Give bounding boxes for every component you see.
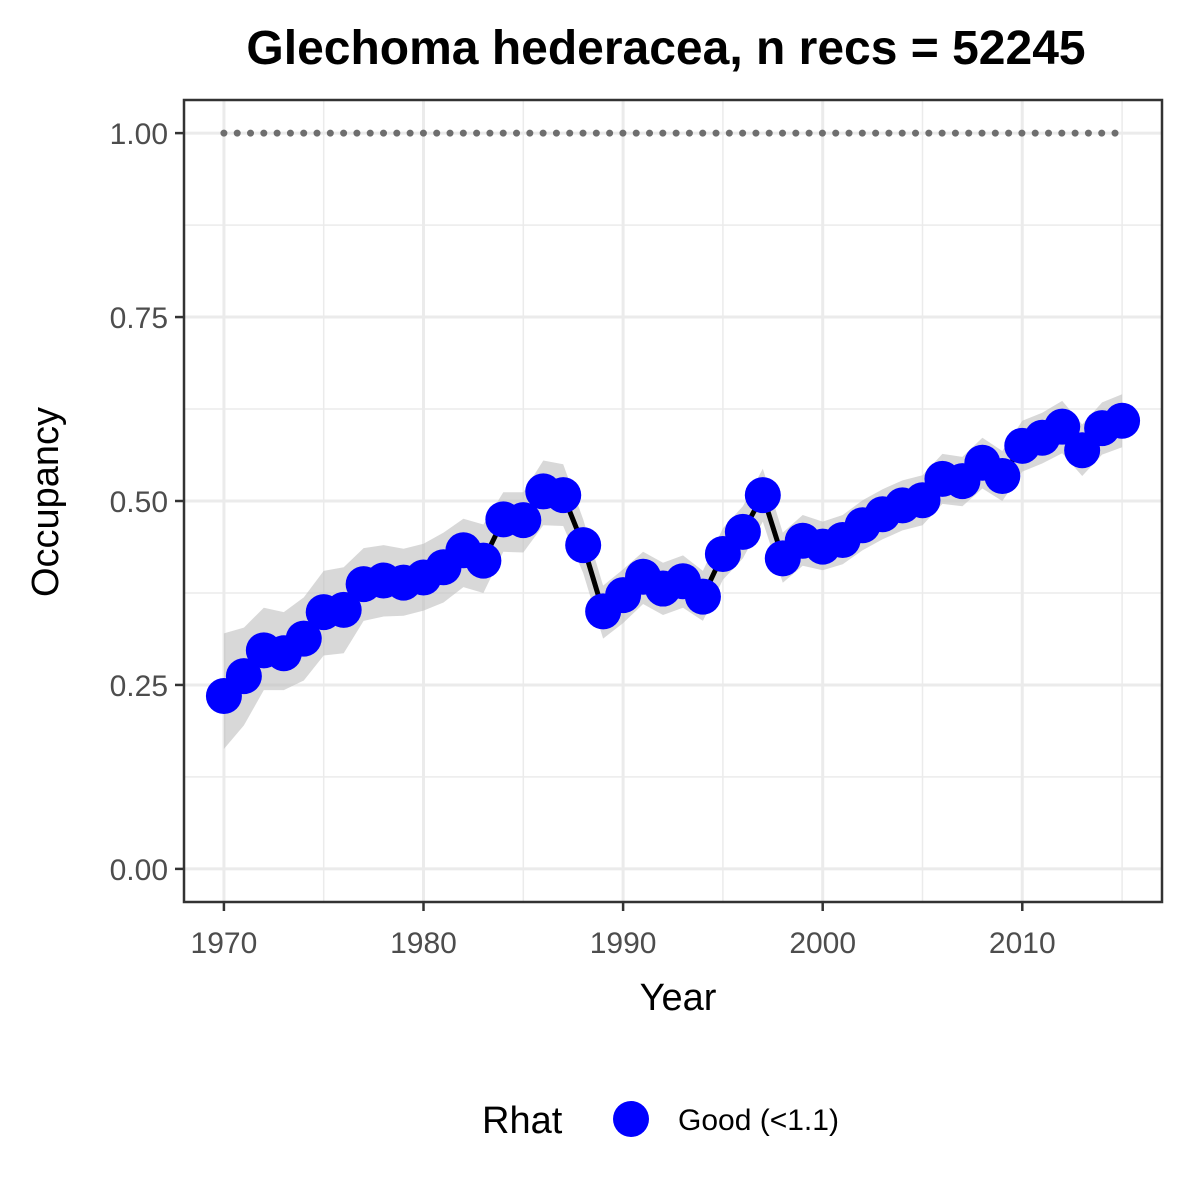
data-point	[1044, 408, 1081, 445]
data-point	[225, 658, 262, 695]
y-axis-title: Occupancy	[25, 407, 67, 597]
x-tick-label: 1980	[390, 927, 457, 960]
data-point	[744, 477, 781, 514]
y-tick-label: 0.25	[110, 670, 168, 703]
data-point	[565, 527, 602, 564]
data-point	[724, 513, 761, 550]
y-tick-label: 0.00	[110, 854, 168, 887]
data-point	[465, 542, 502, 579]
x-tick-label: 1970	[191, 927, 258, 960]
y-tick-label: 0.50	[110, 486, 168, 519]
data-point	[545, 477, 582, 514]
data-point	[684, 578, 721, 615]
y-tick-label: 1.00	[110, 118, 168, 151]
data-point	[984, 457, 1021, 494]
data-point	[285, 620, 322, 657]
plot-area: 0.00 0.25 0.50 0.75 1.00 1970 1980 1990 2000 2010	[110, 98, 1164, 960]
legend: Rhat Good (<1.1)	[482, 1100, 839, 1142]
legend-title: Rhat	[482, 1100, 563, 1142]
data-point	[1104, 402, 1141, 439]
data-point	[325, 591, 362, 628]
x-tick-label: 1990	[590, 927, 657, 960]
x-tick-label: 2010	[989, 927, 1056, 960]
x-tick-label: 2000	[789, 927, 856, 960]
chart-title: Glechoma hederacea, n recs = 52245	[246, 22, 1085, 75]
legend-label-good: Good (<1.1)	[678, 1104, 839, 1137]
legend-swatch-good	[613, 1101, 649, 1137]
x-axis-title: Year	[640, 977, 717, 1019]
y-tick-label: 0.75	[110, 302, 168, 335]
data-point	[505, 502, 542, 539]
